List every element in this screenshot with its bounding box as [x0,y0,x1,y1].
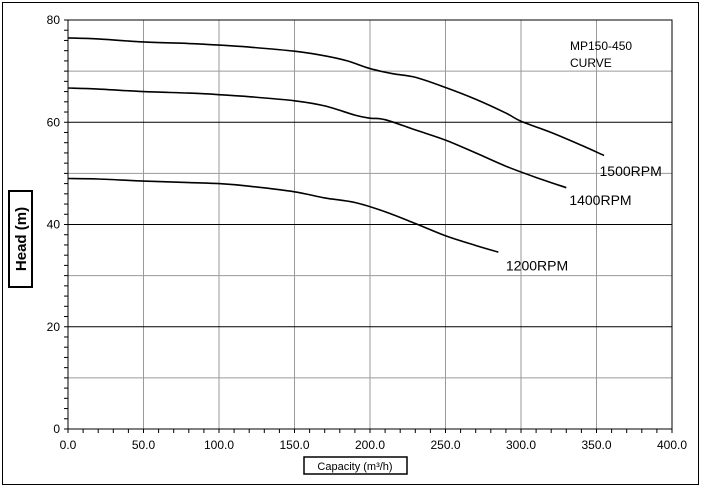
x-tick-label: 200.0 [355,438,385,452]
x-tick-label: 150.0 [279,438,309,452]
series-label-1200rpm: 1200RPM [506,258,568,274]
x-axis-title: Capacity (m³/h) [303,456,408,475]
x-axis-title-box [303,456,408,475]
y-tick-label: 40 [47,218,61,232]
series-lines [67,37,605,253]
series-label-1400rpm: 1400RPM [569,192,631,208]
series-line-1200rpm [67,177,499,253]
minor-grid [68,20,672,429]
x-tick-label: 400.0 [657,438,687,452]
annotation-line-2: CURVE [570,56,612,70]
x-tick-label: 350.0 [581,438,611,452]
x-tick-labels: 0.0 50.0 100.0 150.0 200.0 250.0 300.0 350.0 400… [60,438,688,452]
y-tick-label: 80 [47,13,61,27]
series-label-1500rpm: 1500RPM [600,163,662,179]
chart-annotation: MP150-450 CURVE [570,39,632,70]
series-line-1500rpm [67,37,605,157]
x-tick-label: 0.0 [60,438,77,452]
y-axis-title: Head (m) [8,190,33,288]
annotation-line-1: MP150-450 [570,39,632,53]
y-tick-label: 20 [47,320,61,334]
y-tick-label: 60 [47,115,61,129]
x-axis-title-text: Capacity (m³/h) [317,461,392,473]
x-tick-label: 100.0 [204,438,234,452]
x-tick-label: 250.0 [430,438,460,452]
series-line-1400rpm [67,87,567,189]
chart-frame [2,2,699,485]
major-grid [68,121,672,328]
y-axis-title-box [8,190,33,288]
minor-ticks [64,19,673,433]
x-tick-label: 50.0 [132,438,156,452]
y-tick-label: 0 [53,422,60,436]
y-axis-title-text: Head (m) [13,207,30,271]
y-tick-labels: 0 20 40 60 80 [47,13,61,436]
plot-border [67,19,673,430]
series-labels: 1500RPM 1400RPM 1200RPM [506,163,662,274]
x-tick-label: 300.0 [506,438,536,452]
